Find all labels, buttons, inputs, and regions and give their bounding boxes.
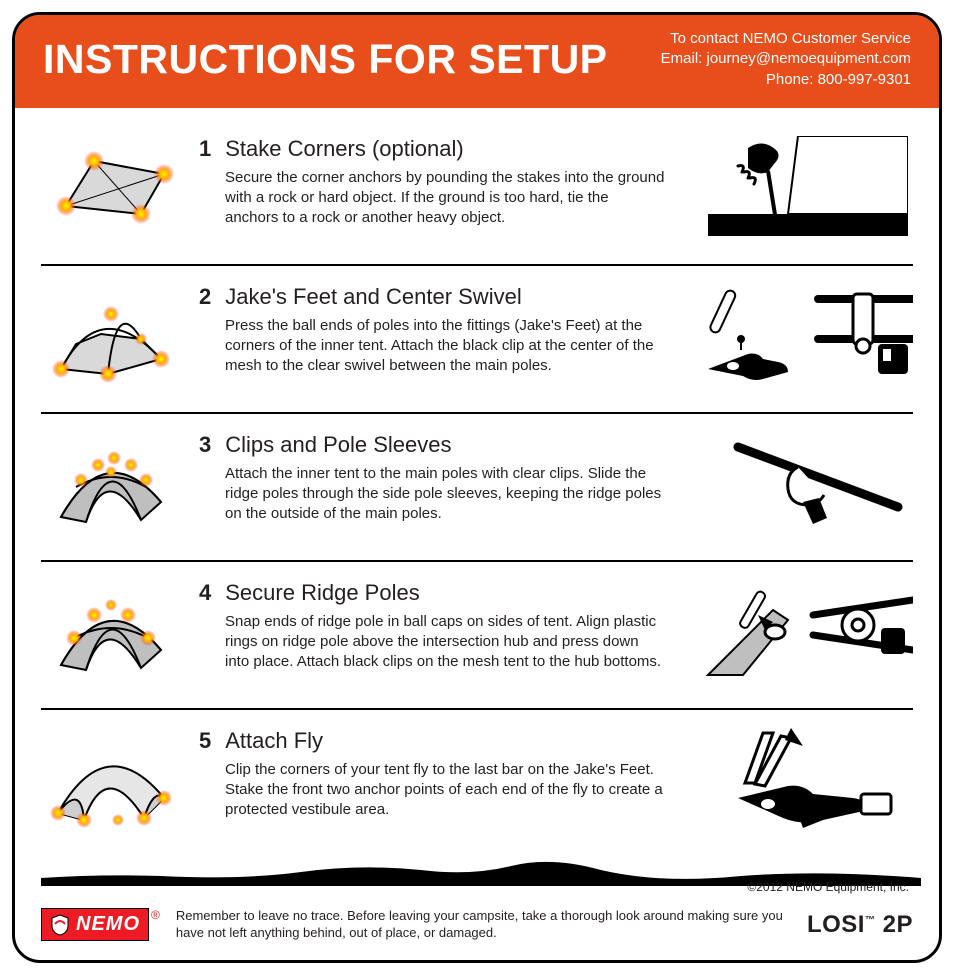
- step-row: 1 Stake Corners (optional) Secure the co…: [41, 118, 913, 266]
- model-tm: ™: [865, 915, 876, 926]
- logo: NEMO ®: [41, 908, 160, 941]
- page-title: INSTRUCTIONS FOR SETUP: [43, 36, 608, 83]
- step-title: Secure Ridge Poles: [225, 580, 419, 606]
- step-text: 1 Stake Corners (optional) Secure the co…: [181, 136, 703, 229]
- step-body: Attach the inner tent to the main poles …: [199, 464, 665, 525]
- contact-block: To contact NEMO Customer Service Email: …: [661, 29, 911, 90]
- step-text: 5 Attach Fly Clip the corners of your te…: [181, 728, 703, 821]
- footer: NEMO ® Remember to leave no trace. Befor…: [15, 898, 939, 960]
- step-right-illustration: [703, 580, 913, 680]
- step-row: 3 Clips and Pole Sleeves Attach the inne…: [41, 414, 913, 562]
- steps-list: 1 Stake Corners (optional) Secure the co…: [15, 108, 939, 856]
- step-row: 4 Secure Ridge Poles Snap ends of ridge …: [41, 562, 913, 710]
- step-title: Stake Corners (optional): [225, 136, 463, 162]
- step-number: 1: [199, 136, 211, 162]
- step-right-illustration: [703, 728, 913, 828]
- step-body: Clip the corners of your tent fly to the…: [199, 760, 665, 821]
- step-number: 3: [199, 432, 211, 458]
- logo-text: NEMO: [76, 913, 140, 936]
- step-left-illustration: [41, 284, 181, 384]
- step-body: Secure the corner anchors by pounding th…: [199, 168, 665, 229]
- step-text: 2 Jake's Feet and Center Swivel Press th…: [181, 284, 703, 377]
- step-text: 3 Clips and Pole Sleeves Attach the inne…: [181, 432, 703, 525]
- logo-badge: NEMO: [41, 908, 149, 941]
- step-left-illustration: [41, 580, 181, 680]
- step-right-illustration: [703, 284, 913, 384]
- step-left-illustration: [41, 728, 181, 828]
- step-title: Attach Fly: [225, 728, 323, 754]
- step-text: 4 Secure Ridge Poles Snap ends of ridge …: [181, 580, 703, 673]
- step-number: 5: [199, 728, 211, 754]
- step-title: Clips and Pole Sleeves: [225, 432, 451, 458]
- registered-mark: ®: [151, 908, 160, 922]
- step-left-illustration: [41, 432, 181, 532]
- step-row: 2 Jake's Feet and Center Swivel Press th…: [41, 266, 913, 414]
- contact-line: Email: journey@nemoequipment.com: [661, 49, 911, 69]
- step-right-illustration: [703, 136, 913, 236]
- step-body: Press the ball ends of poles into the fi…: [199, 316, 665, 377]
- step-number: 2: [199, 284, 211, 310]
- instruction-card: INSTRUCTIONS FOR SETUP To contact NEMO C…: [12, 12, 942, 963]
- step-row: 5 Attach Fly Clip the corners of your te…: [41, 710, 913, 856]
- model-suffix: 2P: [875, 911, 913, 938]
- shield-icon: [50, 914, 70, 936]
- step-body: Snap ends of ridge pole in ball caps on …: [199, 612, 665, 673]
- step-title: Jake's Feet and Center Swivel: [225, 284, 521, 310]
- model-name: LOSI™ 2P: [807, 911, 913, 939]
- step-number: 4: [199, 580, 211, 606]
- contact-line: To contact NEMO Customer Service: [661, 29, 911, 49]
- step-left-illustration: [41, 136, 181, 226]
- step-right-illustration: [703, 432, 913, 532]
- footer-note: Remember to leave no trace. Before leavi…: [176, 908, 791, 942]
- model-prefix: LOSI: [807, 911, 865, 938]
- contact-line: Phone: 800-997-9301: [661, 70, 911, 90]
- header: INSTRUCTIONS FOR SETUP To contact NEMO C…: [15, 15, 939, 108]
